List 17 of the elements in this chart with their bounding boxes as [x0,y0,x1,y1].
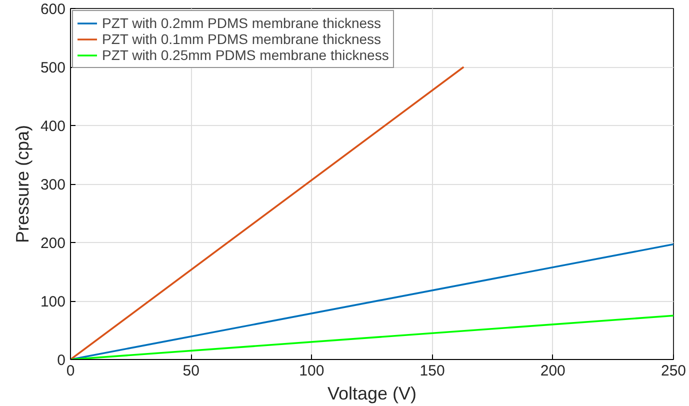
y-axis-title: Pressure (cpa) [12,124,32,244]
y-tick-label: 0 [57,352,66,369]
y-tick-label: 400 [40,118,66,135]
x-axis-title: Voltage (V) [327,384,417,404]
x-tick-label: 100 [299,362,324,380]
y-tick-label: 200 [40,235,66,252]
x-tick-label: 200 [540,362,566,380]
legend-label: PZT with 0.1mm PDMS membrane thickness [102,31,382,47]
y-tick-label: 500 [40,60,66,76]
x-tick-label: 150 [420,362,445,380]
y-tick-label: 600 [40,1,66,18]
legend-label: PZT with 0.2mm PDMS membrane thickness [102,15,382,31]
x-tick-label: 250 [660,362,686,380]
x-tick-label: 50 [182,362,200,380]
y-tick-label: 300 [40,176,66,194]
legend-label: PZT with 0.25mm PDMS membrane thickness [102,47,389,63]
y-tick-label: 100 [40,294,66,310]
